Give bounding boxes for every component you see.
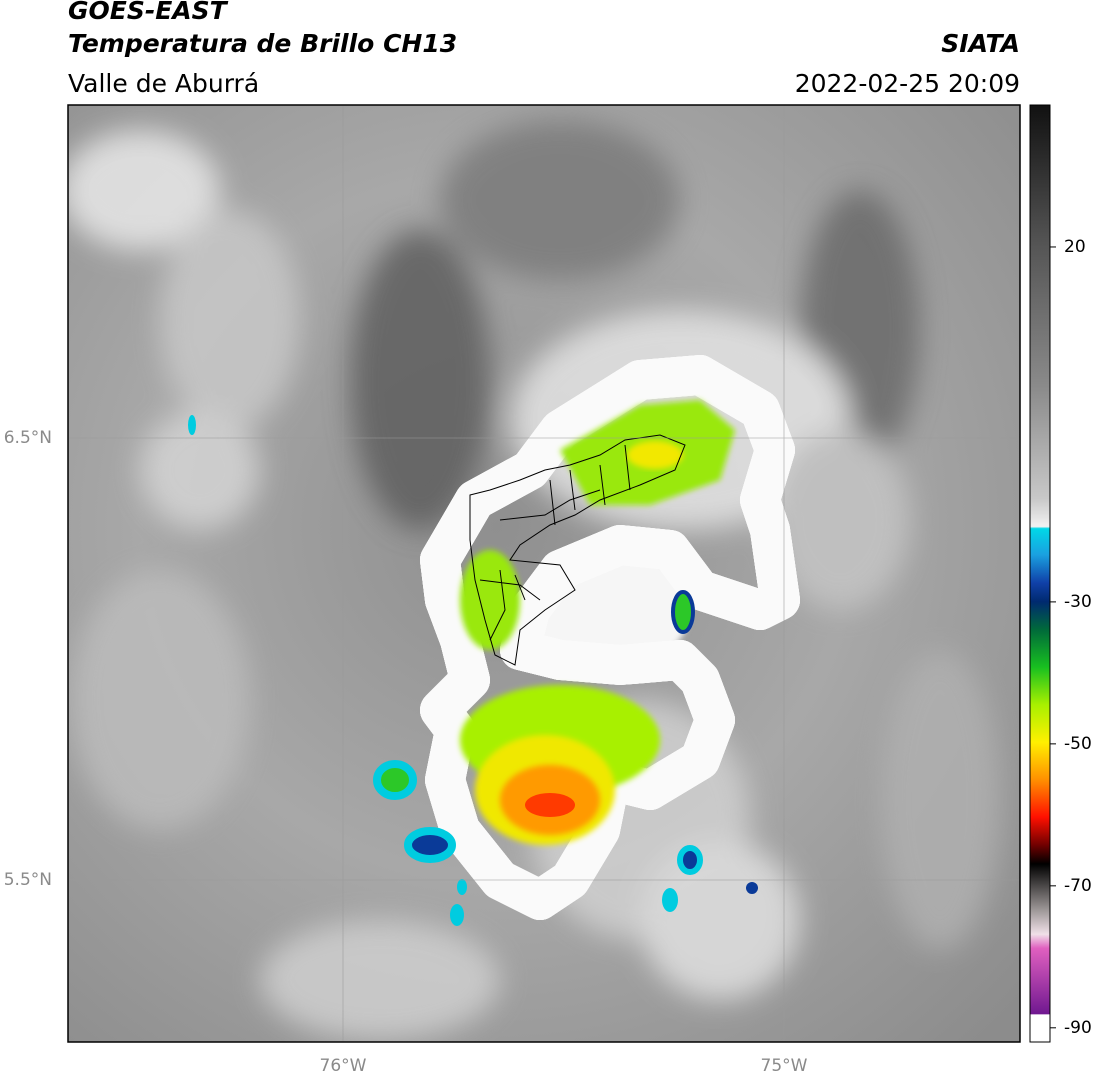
- colorbar: [1029, 104, 1051, 1043]
- lon-label: 76°W: [320, 1056, 367, 1076]
- cloud-top: [188, 355, 800, 926]
- lat-label: 6.5°N: [4, 428, 52, 448]
- colorbar-tick-label: -70: [1064, 876, 1092, 896]
- colorbar-tick-label: -30: [1064, 592, 1092, 612]
- municipal-boundaries: [469, 434, 686, 666]
- satellite-image: [68, 105, 1020, 1042]
- map-frame: [67, 104, 1021, 1043]
- lat-label: 5.5°N: [4, 870, 52, 890]
- colorbar-tick-label: -90: [1064, 1018, 1092, 1038]
- colorbar-tick-label: -50: [1064, 734, 1092, 754]
- agency-label: SIATA: [941, 29, 1020, 58]
- datetime-label: 2022-02-25 20:09: [795, 69, 1020, 98]
- product-title: Temperatura de Brillo CH13: [68, 29, 457, 58]
- source-title: GOES-EAST: [68, 0, 229, 25]
- graticule: [68, 105, 1020, 1042]
- region-label: Valle de Aburrá: [68, 69, 259, 98]
- colorbar-tick-label: 20: [1064, 237, 1086, 257]
- lon-label: 75°W: [761, 1056, 808, 1076]
